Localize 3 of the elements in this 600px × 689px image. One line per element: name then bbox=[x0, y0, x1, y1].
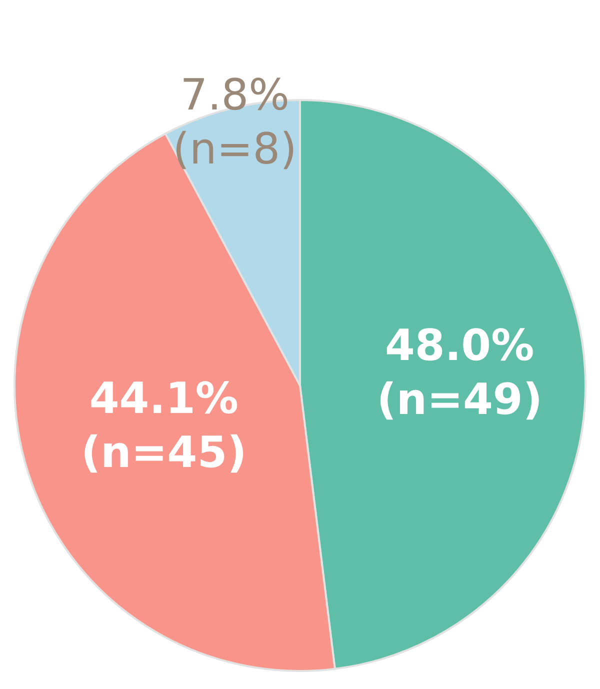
data-label: 44.1% (n=45) bbox=[81, 374, 247, 478]
data-label: 48.0% (n=49) bbox=[376, 320, 542, 425]
data-label: 7.8% (n=8) bbox=[172, 70, 297, 174]
